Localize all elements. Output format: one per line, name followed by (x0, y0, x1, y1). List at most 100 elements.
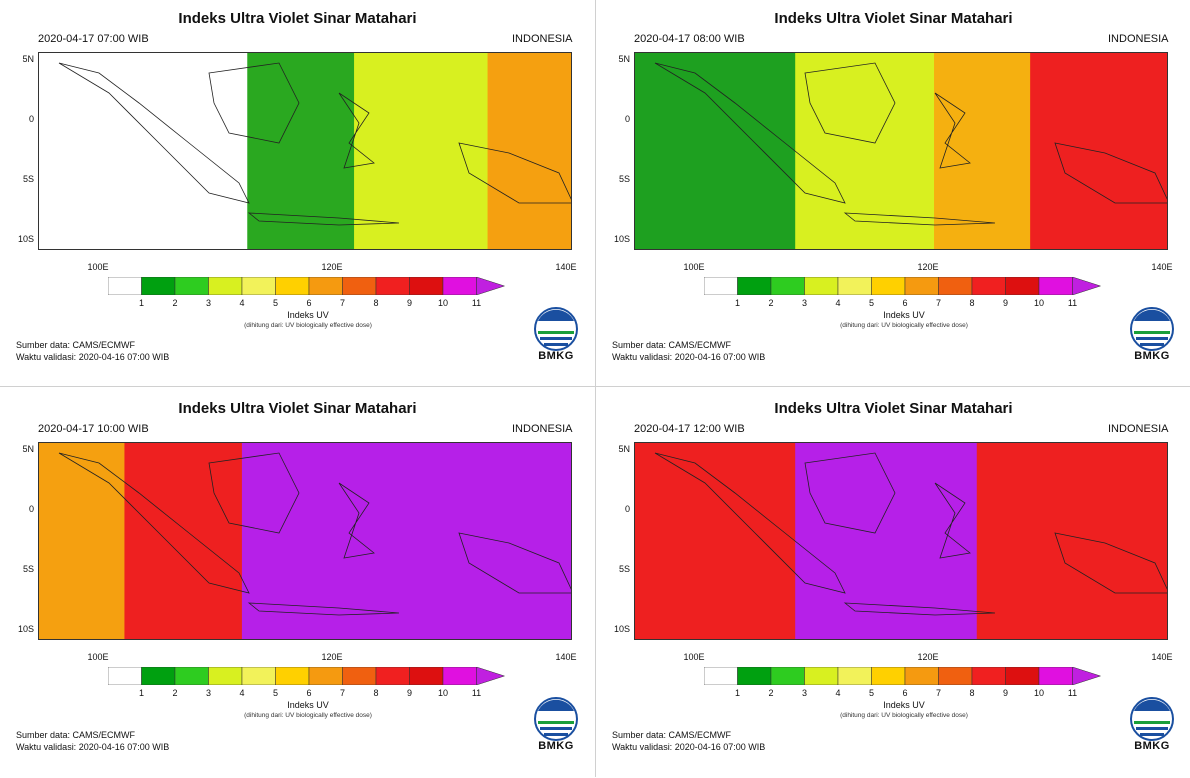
colorbar-label: 9 (1002, 298, 1008, 308)
panel-divider-horizontal (0, 386, 1190, 387)
colorbar-subtitle: (dihitung dari: UV biologically effectiv… (840, 322, 968, 329)
colorbar-subtitle: (dihitung dari: UV biologically effectiv… (244, 322, 372, 329)
lat-tick: 10S (613, 624, 630, 634)
colorbar-label: 8 (969, 688, 975, 698)
colorbar-segment (442, 277, 477, 295)
data-source: Sumber data: CAMS/ECMWF (612, 340, 732, 350)
colorbar-segment (275, 277, 310, 295)
colorbar-segment (1005, 667, 1040, 685)
uv-colorbar (704, 667, 1102, 685)
lat-tick: 0 (28, 504, 34, 514)
colorbar-segment (938, 667, 973, 685)
lon-tick: 120E (917, 652, 939, 662)
colorbar-segment (737, 277, 772, 295)
colorbar-label: 4 (835, 298, 841, 308)
data-source: Sumber data: CAMS/ECMWF (16, 340, 136, 350)
coastline-papua (1054, 142, 1167, 204)
colorbar-segment (141, 277, 176, 295)
uv-band-1 (795, 53, 936, 249)
colorbar-segment (208, 667, 243, 685)
coastline-papua (1054, 532, 1167, 594)
colorbar-label: 2 (172, 688, 178, 698)
colorbar-label: 7 (339, 298, 345, 308)
validation-time: Waktu validasi: 2020-04-16 07:00 WIB (612, 352, 766, 362)
coastline-java (247, 602, 400, 616)
lat-tick: 5N (22, 444, 34, 454)
uv-band-3 (1030, 53, 1167, 249)
bmkg-logo-text: BMKG (1134, 740, 1170, 752)
colorbar-segment (737, 667, 772, 685)
bmkg-logo-text: BMKG (1134, 350, 1170, 362)
colorbar-segment (971, 277, 1006, 295)
colorbar-label: 11 (1067, 688, 1078, 698)
lat-tick: 0 (624, 114, 630, 124)
data-source: Sumber data: CAMS/ECMWF (16, 730, 136, 740)
colorbar-label: 7 (935, 298, 941, 308)
coastline-papua (458, 532, 571, 594)
uv-map-panel-2: Indeks Ultra Violet Sinar Matahari 2020-0… (596, 0, 1190, 388)
bmkg-logo-text: BMKG (538, 740, 574, 752)
validation-time: Waktu validasi: 2020-04-16 07:00 WIB (16, 742, 170, 752)
colorbar-segment (375, 667, 410, 685)
colorbar-label: 1 (138, 298, 144, 308)
colorbar-label: 2 (172, 298, 178, 308)
colorbar-segment (409, 277, 444, 295)
coastline-sumatra (58, 452, 250, 594)
colorbar-label: 6 (902, 688, 908, 698)
region-label: INDONESIA (512, 33, 573, 45)
lat-tick: 0 (624, 504, 630, 514)
colorbar-label: 10 (1033, 688, 1044, 698)
colorbar-title: Indeks UV (287, 700, 329, 710)
colorbar-segment (308, 277, 343, 295)
lat-tick: 10S (17, 624, 34, 634)
colorbar-segment (108, 667, 142, 685)
colorbar-segment (174, 277, 209, 295)
panel-title: Indeks Ultra Violet Sinar Matahari (774, 400, 1013, 417)
bmkg-logo-icon (1130, 307, 1174, 351)
colorbar-label: 10 (437, 298, 448, 308)
uv-band-2 (354, 53, 489, 249)
colorbar-label: 8 (373, 298, 379, 308)
lon-tick: 100E (683, 262, 705, 272)
colorbar-label: 6 (306, 298, 312, 308)
colorbar-label: 8 (969, 298, 975, 308)
colorbar-segment (804, 277, 839, 295)
lat-tick: 5S (618, 564, 630, 574)
colorbar-label: 3 (801, 688, 807, 698)
colorbar-subtitle: (dihitung dari: UV biologically effectiv… (244, 712, 372, 719)
uv-colorbar (108, 667, 506, 685)
colorbar-segment (108, 277, 142, 295)
colorbar-arrow (1072, 277, 1102, 295)
uv-colorbar (704, 277, 1102, 295)
colorbar-label: 2 (768, 298, 774, 308)
colorbar-label: 4 (239, 298, 245, 308)
colorbar-label: 7 (339, 688, 345, 698)
bmkg-logo-icon (534, 307, 578, 351)
colorbar-label: 10 (1033, 298, 1044, 308)
uv-index-map (634, 52, 1168, 250)
lat-tick: 5N (618, 54, 630, 64)
colorbar-title: Indeks UV (883, 310, 925, 320)
coastline-borneo (804, 62, 896, 144)
coastline-papua (458, 142, 571, 204)
uv-band-2 (976, 443, 1167, 639)
uv-band-3 (487, 53, 571, 249)
forecast-time: 2020-04-17 07:00 WIB (38, 33, 149, 45)
colorbar-segment (208, 277, 243, 295)
colorbar-segment (904, 667, 939, 685)
uv-band-0 (39, 443, 126, 639)
colorbar-segment (275, 667, 310, 685)
colorbar-segment (308, 667, 343, 685)
colorbar-segment (704, 667, 738, 685)
colorbar-label: 11 (471, 298, 482, 308)
colorbar-label: 1 (734, 688, 740, 698)
colorbar-label: 9 (1002, 688, 1008, 698)
colorbar-segment (241, 667, 276, 685)
colorbar-label: 5 (868, 688, 874, 698)
coastline-sumatra (654, 452, 846, 594)
uv-map-canvas (635, 443, 1167, 639)
panel-divider-vertical (595, 0, 596, 777)
bmkg-logo-text: BMKG (538, 350, 574, 362)
colorbar-segment (1038, 667, 1073, 685)
coastline-sulawesi (934, 92, 971, 169)
